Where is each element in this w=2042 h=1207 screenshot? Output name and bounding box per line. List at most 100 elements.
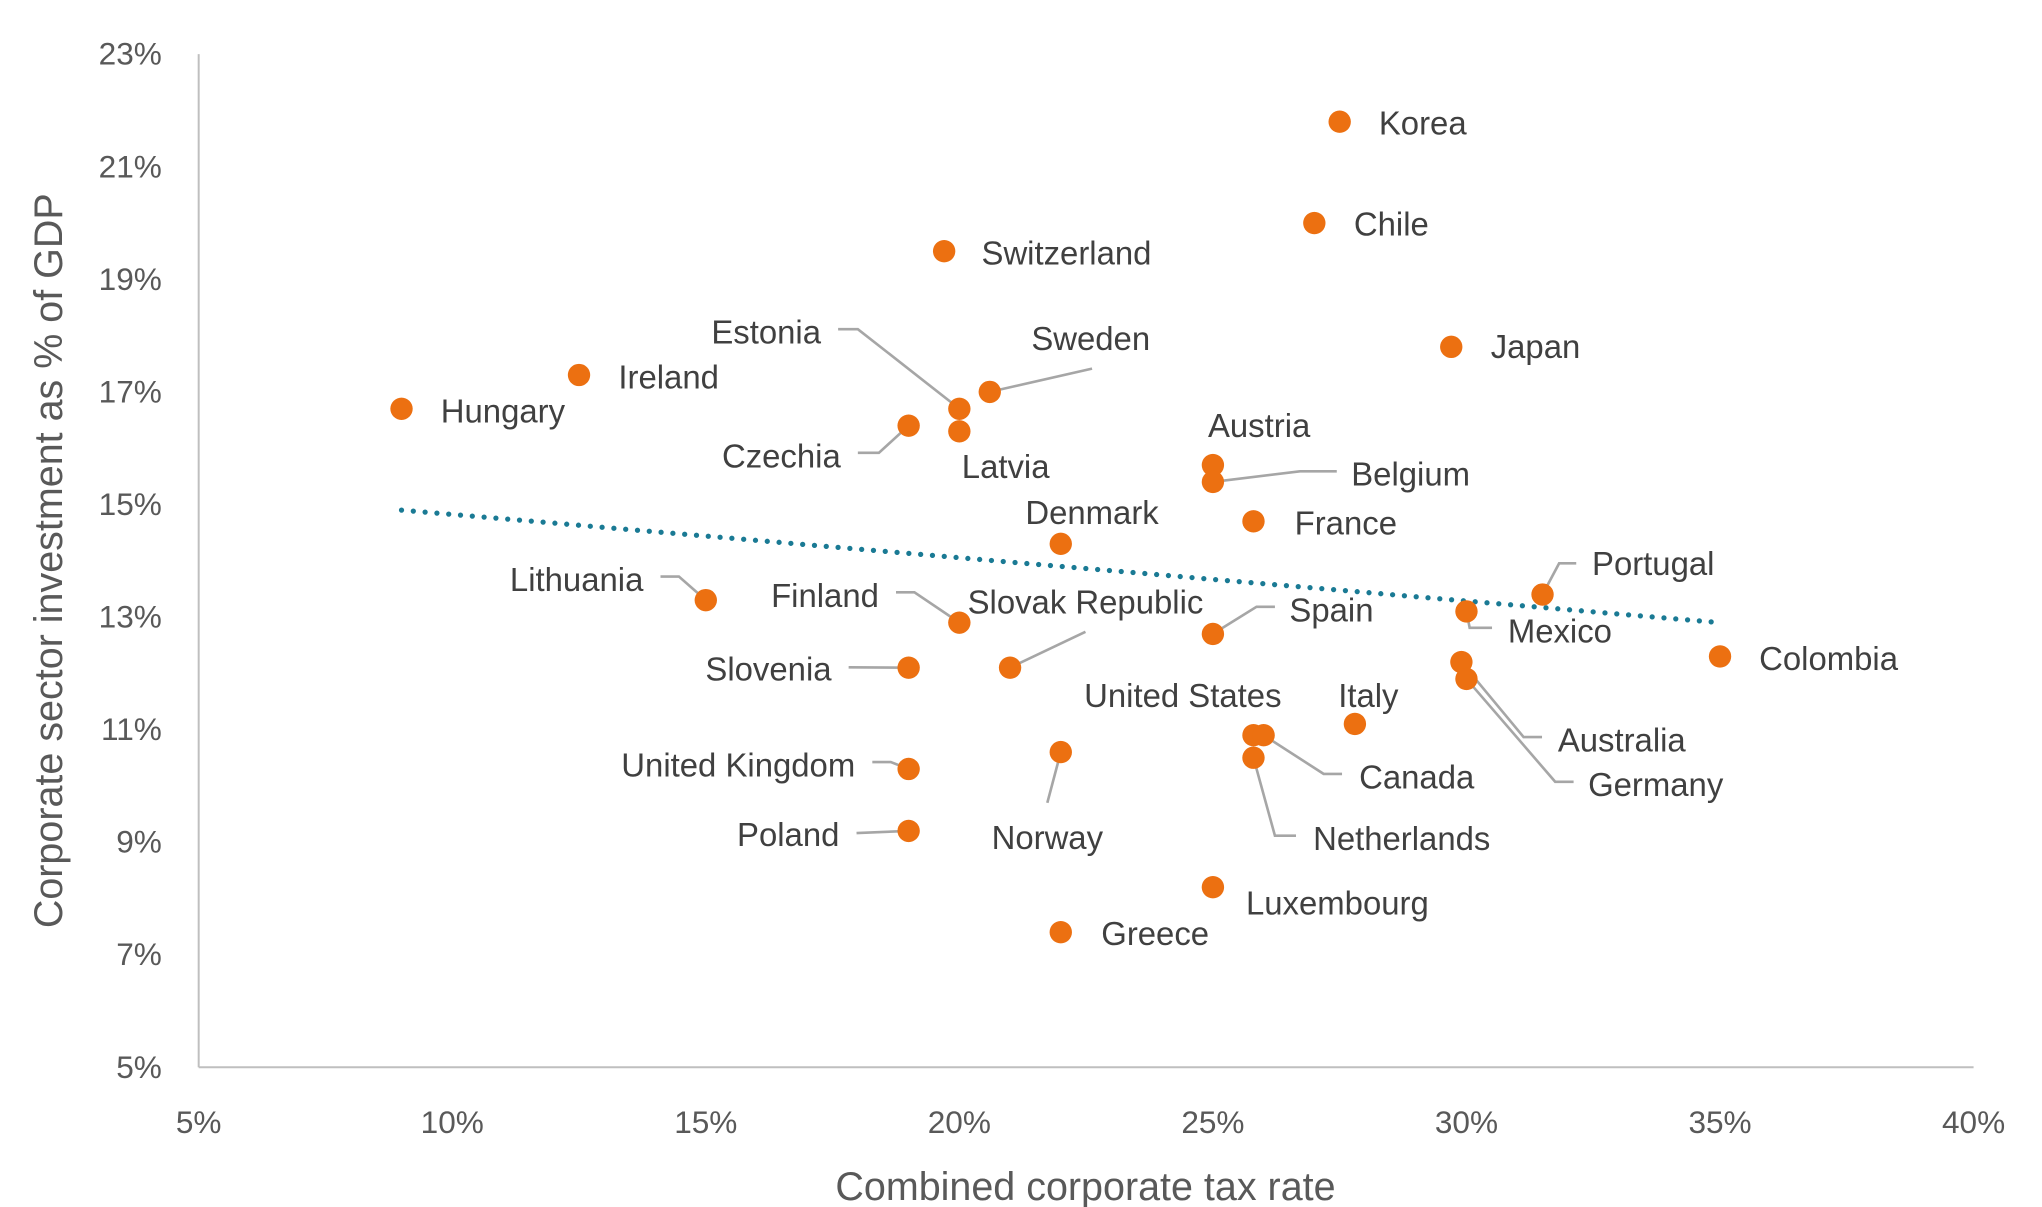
data-point: [1531, 583, 1554, 606]
point-label: United Kingdom: [621, 747, 855, 784]
leader-lines: [660, 327, 1577, 838]
y-tick-label: 9%: [116, 824, 162, 860]
leader-line: [857, 424, 910, 455]
x-tick-label: 10%: [421, 1104, 484, 1140]
data-point: [567, 363, 591, 387]
data-point: [998, 656, 1022, 679]
point-label: Germany: [1588, 766, 1724, 803]
point-label: Korea: [1379, 104, 1467, 141]
data-point: [694, 588, 717, 612]
leader-line: [1212, 605, 1275, 636]
point-label: Portugal: [1592, 545, 1714, 582]
data-point: [897, 656, 920, 679]
data-point: [897, 414, 920, 437]
point-label: Sweden: [1031, 320, 1150, 357]
leader-line: [1262, 734, 1343, 776]
point-label: Poland: [737, 816, 839, 853]
y-tick-label: 11%: [101, 711, 162, 747]
leader-line: [1460, 661, 1543, 739]
point-label: Japan: [1491, 328, 1581, 365]
data-point: [1242, 510, 1265, 533]
y-tick-label: 13%: [99, 599, 162, 635]
data-point: [1343, 712, 1367, 736]
leader-line: [1465, 678, 1574, 784]
point-label: Italy: [1338, 677, 1399, 714]
point-label: Lithuania: [510, 561, 644, 598]
data-point: [1049, 921, 1072, 944]
data-points: [390, 110, 1732, 944]
y-tick-label: 17%: [99, 373, 162, 409]
leader-line: [838, 327, 961, 410]
y-tick-label: 7%: [116, 936, 162, 972]
x-tick-label: 40%: [1942, 1104, 2005, 1140]
point-labels: Korea Chile Switzerland Japan Ireland Hungary…: [441, 104, 1899, 951]
data-point: [1201, 876, 1225, 899]
leader-line: [1212, 469, 1337, 484]
data-point: [1242, 746, 1265, 769]
x-tick-label: 30%: [1435, 1104, 1498, 1140]
data-point: [1049, 740, 1072, 764]
point-label: Netherlands: [1313, 820, 1490, 857]
point-label: Norway: [992, 819, 1104, 856]
data-point: [932, 239, 956, 263]
data-point: [1455, 667, 1478, 691]
y-tick-label: 15%: [99, 486, 162, 522]
point-label: Latvia: [962, 448, 1050, 485]
point-label: United States: [1084, 677, 1281, 714]
point-label: Finland: [771, 577, 879, 614]
x-tick-label: 5%: [176, 1104, 222, 1140]
data-point: [978, 380, 1001, 404]
data-point: [390, 397, 413, 420]
point-label: Greece: [1101, 915, 1209, 952]
point-label: Slovenia: [705, 650, 832, 687]
y-tick-label: 5%: [116, 1049, 162, 1085]
data-point: [1440, 335, 1463, 359]
point-label: Chile: [1354, 206, 1429, 243]
point-label: Canada: [1359, 758, 1475, 795]
point-label: Mexico: [1508, 612, 1612, 649]
axes: 5% 10% 15% 20% 25% 30% 35% 40% 5% 7% 9% 11% 13% 15% 17…: [99, 36, 2006, 1140]
point-label: Estonia: [711, 314, 821, 351]
point-label: Belgium: [1351, 456, 1470, 493]
x-axis-title: Combined corporate tax rate: [835, 1165, 1335, 1207]
point-label: Czechia: [722, 437, 841, 474]
data-point: [897, 757, 920, 781]
point-label: Austria: [1208, 407, 1311, 444]
point-label: Australia: [1558, 722, 1687, 759]
data-point: [1201, 470, 1225, 494]
data-point: [1708, 645, 1732, 668]
leader-line: [1009, 630, 1087, 669]
data-point: [1328, 110, 1351, 133]
y-tick-label: 23%: [99, 36, 162, 72]
data-point: [948, 611, 971, 634]
x-tick-label: 35%: [1688, 1104, 1751, 1140]
leader-line: [1252, 757, 1296, 838]
x-tick-label: 15%: [674, 1104, 737, 1140]
data-point: [948, 397, 971, 420]
data-point: [1201, 453, 1225, 477]
data-point: [948, 420, 971, 443]
point-label: Spain: [1289, 591, 1373, 628]
leader-line: [989, 367, 1093, 394]
data-point: [1201, 622, 1225, 646]
data-point: [1049, 532, 1072, 556]
trendline-group: [398, 507, 1723, 626]
point-label: Slovak Republic: [968, 583, 1204, 620]
trendline: [398, 507, 1723, 626]
point-label: Colombia: [1759, 640, 1899, 677]
x-tick-label: 20%: [928, 1104, 991, 1140]
leader-line: [1541, 562, 1577, 596]
y-tick-label: 21%: [99, 148, 162, 184]
point-label: Denmark: [1025, 494, 1159, 531]
leader-line: [660, 575, 707, 602]
data-point: [1303, 211, 1326, 235]
point-label: France: [1295, 504, 1397, 541]
data-point: [1455, 600, 1478, 623]
point-label: Luxembourg: [1246, 885, 1429, 922]
data-point: [1252, 724, 1275, 747]
leader-line: [896, 591, 961, 624]
point-label: Hungary: [441, 393, 566, 430]
point-label: Switzerland: [982, 235, 1152, 272]
data-point: [897, 819, 920, 843]
